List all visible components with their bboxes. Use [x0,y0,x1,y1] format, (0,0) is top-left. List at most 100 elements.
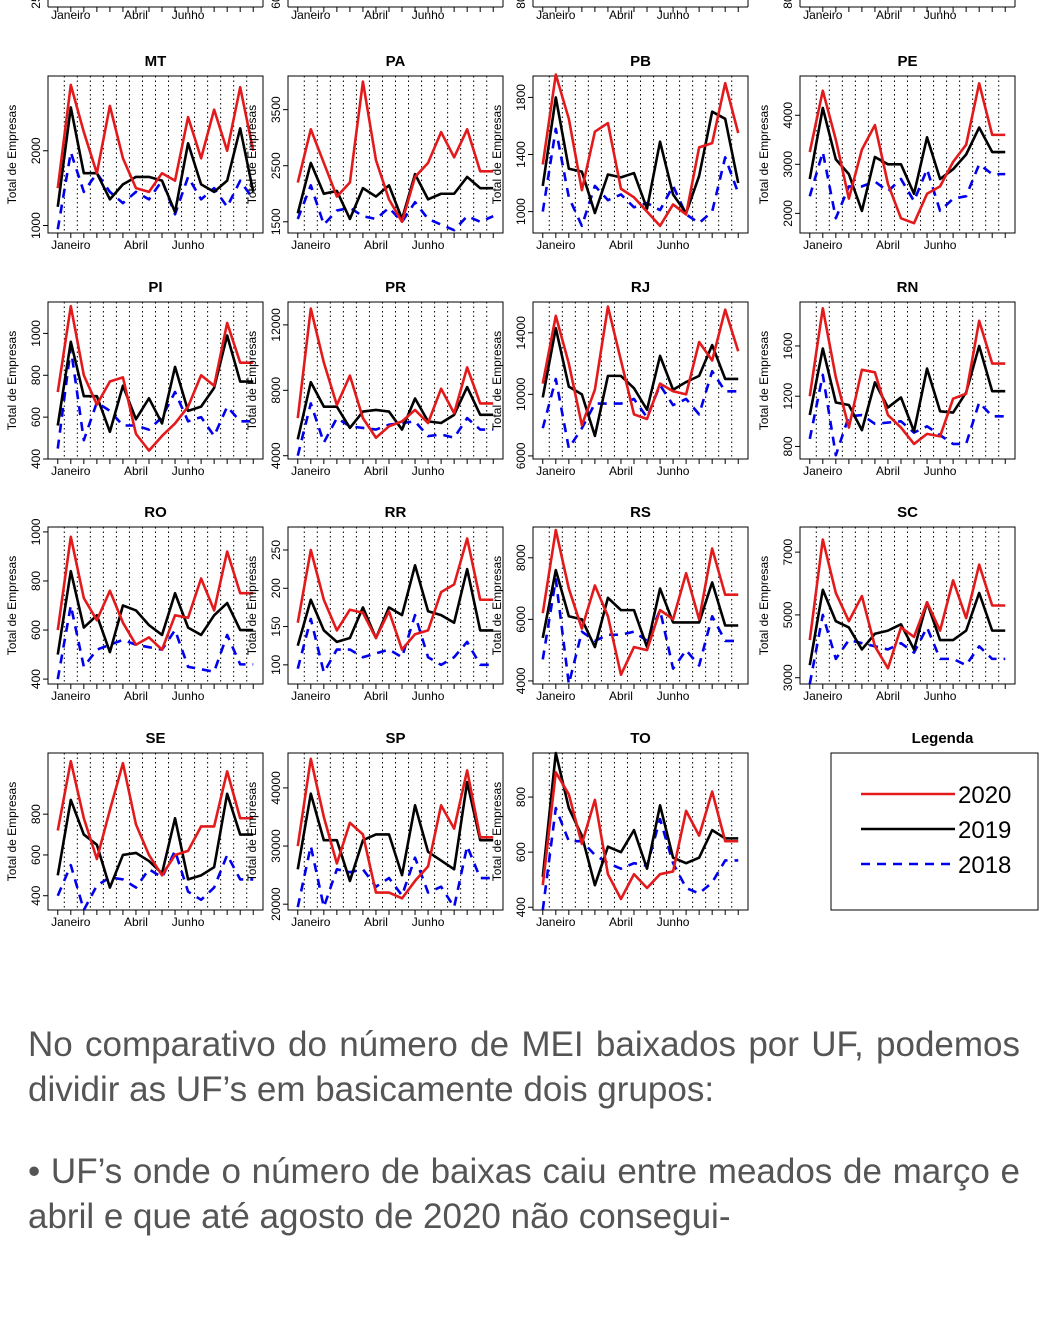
panel-title: RN [897,279,919,296]
series-line-2020 [296,80,494,224]
y-tick-label: 80 [514,0,528,9]
chart-panel-mt: MT Janeiro Abril Junho 1000 2000 Total de Empr… [5,53,264,252]
plot-frame [532,301,749,460]
y-axis-title: Total de Empresas [245,105,259,204]
series-line-2019 [56,334,254,434]
y-tick-label: 800 [29,804,43,824]
plot-frame [47,301,264,460]
chart-panel-pe: PE Janeiro Abril Junho 2000 3000 4000 Total de … [757,53,1016,252]
x-tick-label: Junho [412,689,445,703]
y-tick-label: 3000 [781,664,795,691]
series-line-2019 [56,569,254,655]
panel-title: MT [145,53,167,70]
legend-label-2018: 2018 [958,852,1011,879]
series-line-2020 [56,83,255,194]
x-tick-label: Abril [364,689,388,703]
plot-frame [47,75,264,234]
y-axis-title: Total de Empresas [5,556,19,655]
x-tick-label: Janeiro [291,8,331,22]
series-line-2018 [808,373,1006,457]
x-tick-label: Junho [412,8,445,22]
series-line-2020 [296,537,494,651]
series-line-2018 [541,578,739,686]
y-tick-label: 400 [514,897,528,917]
plot-frame [532,752,749,911]
series-line-2018 [296,402,494,457]
chart-panel-pi: PI Janeiro Abril Junho 400 600 800 1000 Total de… [5,279,264,478]
y-axis-title: Total de Empresas [490,556,504,655]
y-tick-label: 600 [514,842,528,862]
series-line-2020 [541,305,740,427]
y-tick-label: 2500 [269,152,283,179]
y-tick-label: 80 [781,0,795,9]
body-bullet: • UF’s onde o número de baixas caiu entr… [28,1152,1020,1236]
y-axis-title: Total de Empresas [5,331,19,430]
panel-title: PA [386,53,406,70]
series-line-2018 [56,346,254,449]
chart-panel-rj: RJ Janeiro Abril Junho 6000 10000 14000 Total d… [490,279,749,478]
top-strip-panel: Janeiro Abril Junho 60 [269,0,504,22]
y-tick-label: 1800 [514,84,528,111]
series-line-2018 [56,604,254,680]
series-line-2019 [808,588,1006,666]
panel-title: PB [630,53,651,70]
x-tick-label: Junho [657,238,690,252]
series-line-2018 [541,127,740,228]
legend-label-2019: 2019 [958,817,1011,844]
panel-title: PI [148,279,162,296]
x-tick-label: Janeiro [803,238,843,252]
panel-title: RO [144,504,167,521]
series-line-2018 [808,613,1006,685]
series-line-2019 [296,161,494,221]
x-tick-label: Abril [609,8,633,22]
x-tick-label: Janeiro [536,689,576,703]
y-tick-label: 2000 [29,137,43,164]
y-tick-label: 4000 [781,102,795,129]
series-line-2020 [56,759,254,877]
plot-frame [287,752,504,911]
x-tick-label: Junho [657,8,690,22]
series-line-2019 [296,380,494,440]
y-tick-label: 200 [269,578,283,598]
series-line-2020 [56,304,254,452]
series-line-2018 [56,150,255,230]
y-tick-label: 1000 [29,212,43,239]
y-axis-title: Total de Empresas [5,782,19,881]
y-tick-label: 600 [29,407,43,427]
chart-panel-ro: RO Janeiro Abril Junho 400 600 800 1000 Total de… [5,504,264,703]
x-tick-label: Abril [876,238,900,252]
y-tick-label: 12000 [269,308,283,342]
y-tick-label: 800 [29,571,43,591]
y-axis-title: Total de Empresas [245,782,259,881]
y-tick-label: 400 [29,885,43,905]
legend: Legenda 2020 2019 2018 [830,730,1039,911]
y-tick-label: 100 [269,655,283,675]
y-tick-label: 30000 [269,829,283,863]
x-tick-label: Abril [876,464,900,478]
series-line-2018 [541,369,739,450]
y-tick-label: 1600 [781,332,795,359]
x-tick-label: Janeiro [803,8,843,22]
x-tick-label: Junho [172,464,205,478]
x-tick-label: Junho [172,238,205,252]
y-axis-title: Total de Empresas [5,105,19,204]
chart-panel-rr: RR Janeiro Abril Junho 100 150 200 250 Total de … [245,504,504,703]
y-tick-label: 6000 [514,606,528,633]
y-axis-title: Total de Empresas [245,556,259,655]
x-tick-label: Janeiro [803,464,843,478]
panel-title: PR [385,279,406,296]
y-tick-label: 7000 [781,538,795,565]
x-tick-label: Junho [924,8,957,22]
plot-frame [799,526,1016,685]
y-tick-label: 400 [29,449,43,469]
series-line-2020 [56,535,254,651]
y-tick-label: 2000 [781,200,795,227]
legend-title: Legenda [912,730,974,747]
y-tick-label: 1400 [514,141,528,168]
x-tick-label: Janeiro [291,238,331,252]
x-tick-label: Abril [364,8,388,22]
x-tick-label: Abril [876,689,900,703]
x-tick-label: Janeiro [536,915,576,929]
